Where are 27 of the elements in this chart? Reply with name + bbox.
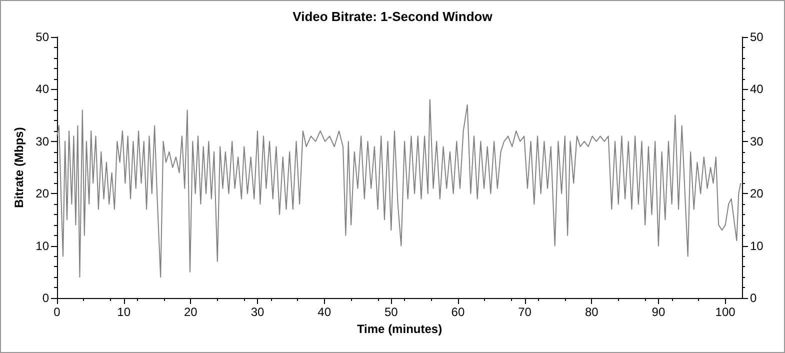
x-tick-label: 100: [715, 305, 736, 319]
x-tick-label: 40: [318, 305, 332, 319]
x-axis-title: Time (minutes): [356, 322, 442, 336]
x-tick-label: 60: [451, 305, 465, 319]
x-tick-label: 90: [652, 305, 666, 319]
y2-tick-label: 10: [750, 238, 764, 253]
x-tick-label: 50: [384, 305, 398, 319]
y2-tick-label: 0: [750, 291, 757, 305]
y-tick-label: 40: [36, 82, 50, 96]
line-series: [56, 99, 742, 278]
x-tick-label: 30: [250, 305, 264, 319]
y-tick-label: 10: [36, 238, 50, 253]
y-tick-label: 30: [36, 134, 50, 148]
y2-tick-label: 50: [750, 30, 764, 44]
x-tick-label: 10: [117, 305, 131, 319]
chart-title: Video Bitrate: 1-Second Window: [292, 9, 494, 24]
y2-tick-label: 40: [750, 82, 764, 96]
y-tick-label: 0: [42, 291, 50, 305]
x-tick-label: 0: [54, 305, 61, 319]
y-tick-label: 20: [36, 186, 50, 201]
x-tick-label: 20: [184, 305, 198, 319]
y-tick-label: 50: [36, 30, 50, 44]
y2-tick-label: 20: [750, 186, 764, 201]
y2-tick-label: 30: [750, 134, 764, 148]
x-tick-label: 80: [584, 305, 599, 319]
x-tick-label: 70: [518, 305, 532, 319]
y-axis-title: Bitrate (Mbps): [12, 127, 26, 208]
